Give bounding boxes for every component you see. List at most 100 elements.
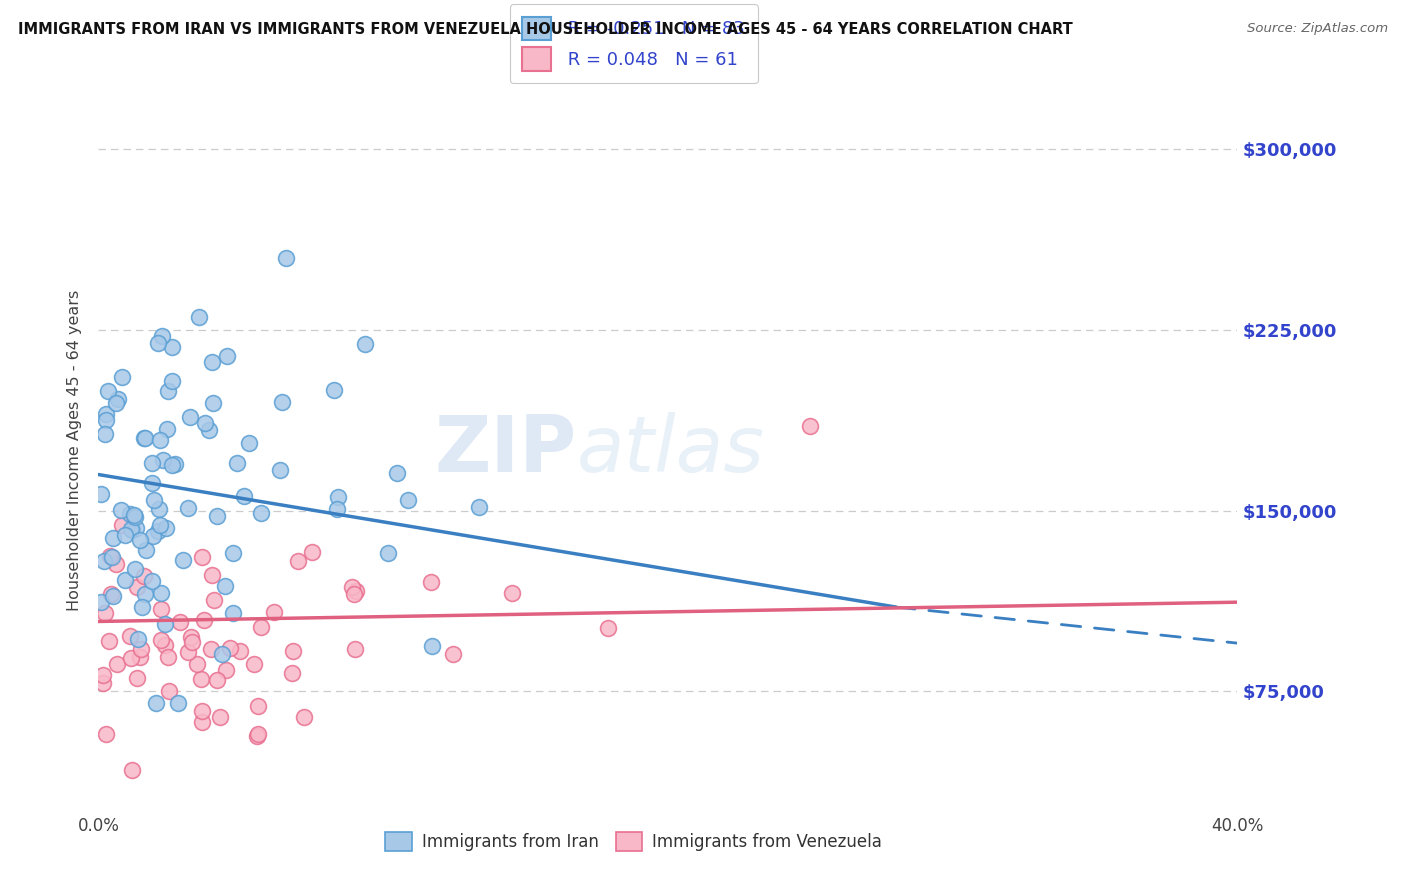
Point xyxy=(91,676,114,690)
Point xyxy=(125,521,148,535)
Point xyxy=(148,524,170,539)
Point xyxy=(118,629,141,643)
Point xyxy=(190,704,212,718)
Point xyxy=(120,650,142,665)
Point xyxy=(246,729,269,743)
Point xyxy=(420,574,443,589)
Point xyxy=(132,431,155,445)
Point xyxy=(155,521,177,535)
Point xyxy=(323,384,346,398)
Point xyxy=(101,549,124,564)
Point xyxy=(152,453,174,467)
Point xyxy=(127,632,149,647)
Point xyxy=(301,545,323,559)
Point xyxy=(271,395,294,409)
Point xyxy=(90,595,112,609)
Point xyxy=(120,522,142,536)
Point xyxy=(162,340,184,354)
Point xyxy=(191,549,214,564)
Y-axis label: Householder Income Ages 45 - 64 years: Householder Income Ages 45 - 64 years xyxy=(67,290,83,611)
Point xyxy=(150,602,173,616)
Point xyxy=(202,593,225,607)
Point xyxy=(205,673,228,687)
Point xyxy=(146,336,169,351)
Point xyxy=(141,476,163,491)
Point xyxy=(186,657,208,671)
Point xyxy=(233,489,256,503)
Point xyxy=(201,355,224,369)
Point xyxy=(269,463,291,477)
Point xyxy=(127,671,149,685)
Point xyxy=(194,417,217,431)
Point xyxy=(162,375,184,389)
Point xyxy=(149,518,172,533)
Point xyxy=(247,726,270,740)
Point xyxy=(799,419,821,434)
Point xyxy=(222,546,245,560)
Point xyxy=(124,510,146,524)
Point xyxy=(101,531,124,545)
Legend: Immigrants from Iran, Immigrants from Venezuela: Immigrants from Iran, Immigrants from Ve… xyxy=(378,825,889,857)
Point xyxy=(398,492,420,507)
Point xyxy=(160,458,183,472)
Point xyxy=(134,587,156,601)
Point xyxy=(155,638,177,652)
Point xyxy=(598,621,620,635)
Point xyxy=(377,546,399,560)
Point xyxy=(250,620,273,634)
Point xyxy=(343,587,366,601)
Point xyxy=(96,407,118,421)
Point xyxy=(101,589,124,603)
Point xyxy=(105,395,128,409)
Point xyxy=(141,574,163,588)
Point xyxy=(172,553,194,567)
Point xyxy=(181,635,204,649)
Point xyxy=(276,251,298,265)
Point xyxy=(107,392,129,406)
Point xyxy=(326,490,349,504)
Point xyxy=(156,384,179,398)
Point xyxy=(111,518,134,533)
Point xyxy=(354,337,377,351)
Point xyxy=(142,528,165,542)
Point xyxy=(281,666,304,681)
Point xyxy=(200,642,222,657)
Point xyxy=(200,567,222,582)
Point xyxy=(121,764,143,778)
Point xyxy=(422,639,444,653)
Point xyxy=(467,500,489,514)
Point xyxy=(122,508,145,522)
Point xyxy=(387,467,409,481)
Point xyxy=(211,647,233,661)
Point xyxy=(148,502,170,516)
Point xyxy=(219,641,242,656)
Point xyxy=(246,699,269,714)
Point xyxy=(441,648,464,662)
Point xyxy=(114,573,136,587)
Point xyxy=(118,507,141,521)
Point xyxy=(145,696,167,710)
Point xyxy=(176,645,198,659)
Point xyxy=(94,607,117,621)
Point xyxy=(287,554,309,568)
Point xyxy=(150,586,173,600)
Point xyxy=(131,599,153,614)
Point xyxy=(94,427,117,442)
Point xyxy=(190,715,212,730)
Point xyxy=(177,500,200,515)
Point xyxy=(249,506,271,520)
Point xyxy=(342,580,364,594)
Point xyxy=(153,617,176,632)
Point xyxy=(105,657,128,671)
Point xyxy=(125,581,148,595)
Point xyxy=(215,349,238,363)
Point xyxy=(344,583,367,598)
Point xyxy=(98,634,121,648)
Point xyxy=(229,644,252,658)
Point xyxy=(214,663,236,677)
Point xyxy=(149,434,172,448)
Point xyxy=(238,435,260,450)
Point xyxy=(326,502,349,516)
Point xyxy=(129,533,152,547)
Point xyxy=(110,503,132,517)
